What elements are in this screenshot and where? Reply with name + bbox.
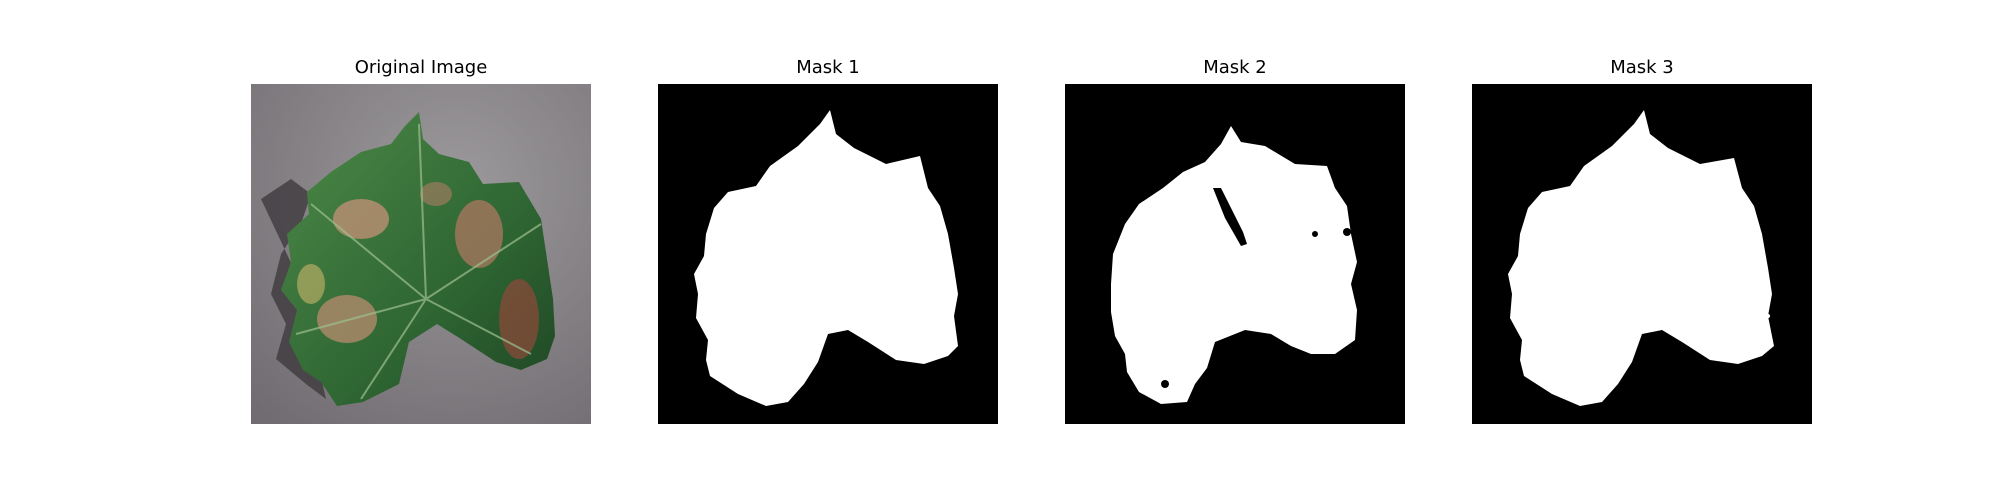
mask-region — [1508, 110, 1774, 406]
leaf-lesion — [317, 295, 377, 343]
mask-region — [1111, 126, 1357, 404]
mask-speck — [1766, 314, 1770, 318]
panel-title: Mask 2 — [1203, 57, 1267, 78]
panel-title: Original Image — [354, 57, 488, 78]
leaf-lesion — [333, 199, 389, 239]
original-leaf-photo — [251, 84, 591, 424]
mask-hole — [1312, 231, 1318, 237]
leaf-lesion — [499, 279, 539, 359]
mask-3-image — [1472, 84, 1812, 424]
mask-hole — [1213, 188, 1247, 246]
mask-hole — [1343, 228, 1351, 236]
mask-2-image — [1065, 84, 1405, 424]
mask-hole — [1161, 380, 1169, 388]
panel-title: Mask 3 — [1610, 57, 1674, 78]
leaf-lesion — [297, 264, 325, 304]
panel-title: Mask 1 — [796, 57, 860, 78]
mask-region — [694, 110, 958, 406]
leaf-lesion — [420, 182, 452, 206]
leaf-lesion — [455, 200, 503, 268]
mask-1-image — [658, 84, 998, 424]
leaf-veins — [295, 123, 542, 400]
